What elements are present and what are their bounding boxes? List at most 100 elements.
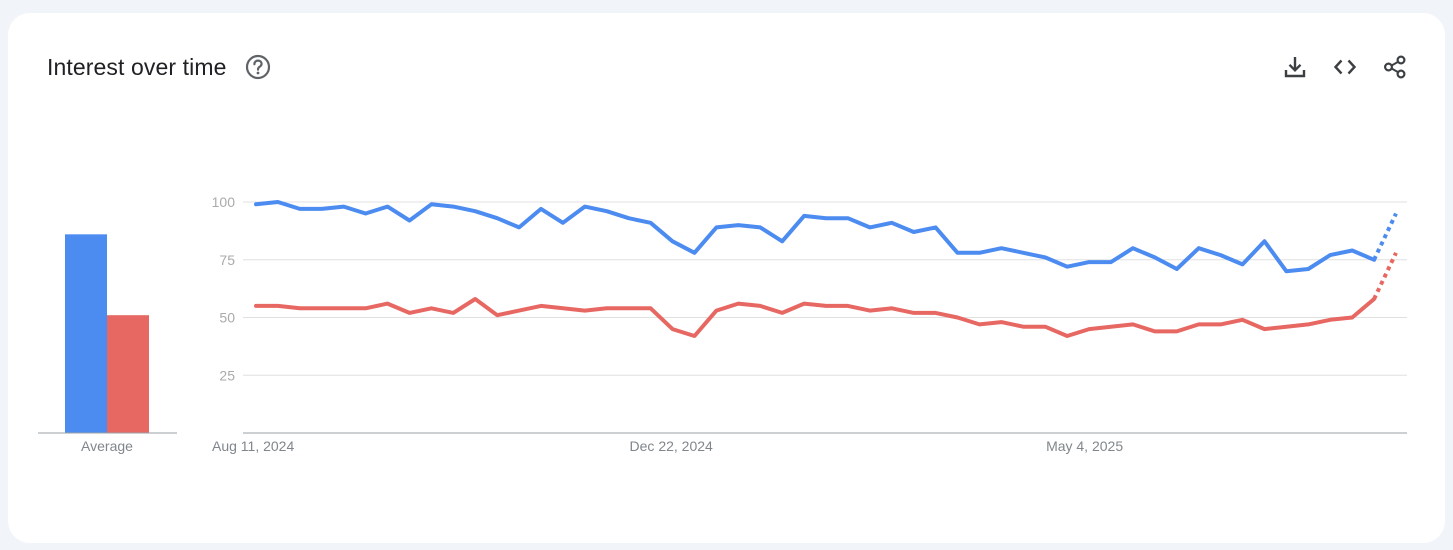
series-2-point[interactable] xyxy=(692,334,696,338)
series-2-point[interactable] xyxy=(934,311,938,315)
series-2-point[interactable] xyxy=(1219,322,1223,326)
series-2-point[interactable] xyxy=(780,311,784,315)
series-1-point[interactable] xyxy=(1197,246,1201,250)
series-1-point[interactable] xyxy=(276,200,280,204)
series-1-point[interactable] xyxy=(1306,267,1310,271)
series-1-point[interactable] xyxy=(1284,269,1288,273)
series-1-point[interactable] xyxy=(605,209,609,213)
series-2-point[interactable] xyxy=(364,306,368,310)
series-2-point[interactable] xyxy=(1065,334,1069,338)
series-2-point[interactable] xyxy=(1372,297,1376,301)
series-2-point[interactable] xyxy=(912,311,916,315)
series-2-point[interactable] xyxy=(1394,251,1398,255)
series-1-point[interactable] xyxy=(495,216,499,220)
series-1-point[interactable] xyxy=(429,202,433,206)
series-1-point[interactable] xyxy=(999,246,1003,250)
series-1-point[interactable] xyxy=(539,207,543,211)
series-2-point[interactable] xyxy=(1306,322,1310,326)
series-1-point[interactable] xyxy=(583,205,587,209)
share-icon[interactable] xyxy=(1381,53,1409,81)
series-2-point[interactable] xyxy=(671,327,675,331)
series-2-point[interactable] xyxy=(298,306,302,310)
series-2-point[interactable] xyxy=(605,306,609,310)
series-1-point[interactable] xyxy=(934,225,938,229)
series-2-point[interactable] xyxy=(714,309,718,313)
help-icon[interactable] xyxy=(244,53,272,81)
series-1-point[interactable] xyxy=(736,223,740,227)
code-embed-icon[interactable] xyxy=(1331,53,1359,81)
series-2-point[interactable] xyxy=(846,304,850,308)
series-2-point[interactable] xyxy=(627,306,631,310)
series-2-point[interactable] xyxy=(977,322,981,326)
series-1-point[interactable] xyxy=(473,209,477,213)
series-1-point[interactable] xyxy=(824,216,828,220)
series-2-point[interactable] xyxy=(1153,329,1157,333)
series-2-point[interactable] xyxy=(1241,318,1245,322)
series-2-point[interactable] xyxy=(407,311,411,315)
series-2-point[interactable] xyxy=(583,309,587,313)
series-2-point[interactable] xyxy=(342,306,346,310)
series-1-point[interactable] xyxy=(1219,253,1223,257)
series-1-point[interactable] xyxy=(1153,255,1157,259)
series-1-point[interactable] xyxy=(1262,239,1266,243)
series-2-point[interactable] xyxy=(824,304,828,308)
series-2-point[interactable] xyxy=(868,309,872,313)
series-1-point[interactable] xyxy=(1087,260,1091,264)
series-2-point[interactable] xyxy=(956,316,960,320)
series-1-point[interactable] xyxy=(254,202,258,206)
series-2-point[interactable] xyxy=(890,306,894,310)
series-1-point[interactable] xyxy=(671,239,675,243)
series-1-point[interactable] xyxy=(1131,246,1135,250)
series-2-point[interactable] xyxy=(1350,316,1354,320)
series-1-point[interactable] xyxy=(956,251,960,255)
series-1-point[interactable] xyxy=(1175,267,1179,271)
series-1-point[interactable] xyxy=(517,225,521,229)
series-1-point[interactable] xyxy=(298,207,302,211)
series-1-point[interactable] xyxy=(1021,251,1025,255)
series-1-point[interactable] xyxy=(1394,212,1398,216)
series-1-point[interactable] xyxy=(386,205,390,209)
series-1-point[interactable] xyxy=(868,225,872,229)
series-2-point[interactable] xyxy=(736,302,740,306)
series-2-point[interactable] xyxy=(451,311,455,315)
series-1-point[interactable] xyxy=(1241,262,1245,266)
series-1-point[interactable] xyxy=(627,216,631,220)
series-2-point[interactable] xyxy=(999,320,1003,324)
series-2-point[interactable] xyxy=(254,304,258,308)
series-1-point[interactable] xyxy=(407,218,411,222)
series-2-point[interactable] xyxy=(429,306,433,310)
series-2-point[interactable] xyxy=(1262,327,1266,331)
series-2-point[interactable] xyxy=(1087,327,1091,331)
series-1-point[interactable] xyxy=(451,205,455,209)
series-2-point[interactable] xyxy=(276,304,280,308)
series-2-point[interactable] xyxy=(1197,322,1201,326)
series-1-point[interactable] xyxy=(561,221,565,225)
series-2-point[interactable] xyxy=(1284,325,1288,329)
series-2-point[interactable] xyxy=(1328,318,1332,322)
series-2-point[interactable] xyxy=(802,302,806,306)
series-1-point[interactable] xyxy=(1065,265,1069,269)
series-1-point[interactable] xyxy=(1328,253,1332,257)
series-1-point[interactable] xyxy=(1350,249,1354,253)
series-1-point[interactable] xyxy=(1372,258,1376,262)
series-1-point[interactable] xyxy=(758,225,762,229)
series-2-point[interactable] xyxy=(539,304,543,308)
series-2-point[interactable] xyxy=(517,309,521,313)
series-1-point[interactable] xyxy=(1109,260,1113,264)
series-1-point[interactable] xyxy=(692,251,696,255)
series-1-point[interactable] xyxy=(364,212,368,216)
series-2-point[interactable] xyxy=(495,313,499,317)
series-2-point[interactable] xyxy=(1021,325,1025,329)
series-1-point[interactable] xyxy=(649,221,653,225)
series-2-point[interactable] xyxy=(386,302,390,306)
series-2-point[interactable] xyxy=(1043,325,1047,329)
series-2-point[interactable] xyxy=(649,306,653,310)
series-2-point[interactable] xyxy=(1131,322,1135,326)
download-icon[interactable] xyxy=(1281,53,1309,81)
series-2-point[interactable] xyxy=(320,306,324,310)
series-2-point[interactable] xyxy=(1109,325,1113,329)
series-1-point[interactable] xyxy=(714,225,718,229)
series-1-point[interactable] xyxy=(342,205,346,209)
series-1-point[interactable] xyxy=(780,239,784,243)
series-1-point[interactable] xyxy=(912,230,916,234)
